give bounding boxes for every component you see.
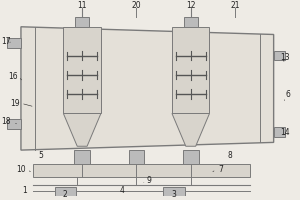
Text: 21: 21 (230, 1, 240, 10)
Bar (183, 150, 199, 164)
Bar (7, 119, 21, 129)
Bar (75, 17, 89, 27)
Text: 19: 19 (10, 99, 20, 108)
Text: 20: 20 (132, 1, 141, 10)
Text: 2: 2 (63, 190, 68, 199)
Polygon shape (21, 27, 274, 150)
Text: 17: 17 (1, 37, 11, 46)
Bar (128, 150, 144, 164)
Bar (274, 127, 286, 137)
Text: 14: 14 (281, 128, 290, 137)
Text: 13: 13 (281, 53, 290, 62)
Bar (74, 150, 90, 164)
Text: 9: 9 (147, 176, 152, 185)
Bar (55, 187, 76, 200)
Text: 5: 5 (38, 151, 43, 160)
Bar (33, 164, 250, 177)
Polygon shape (172, 113, 209, 146)
Text: 18: 18 (2, 117, 11, 126)
Bar (184, 17, 198, 27)
Text: 16: 16 (8, 72, 18, 81)
Text: 1: 1 (22, 186, 27, 195)
Polygon shape (63, 113, 101, 146)
Bar (63, 27, 101, 113)
Bar (7, 38, 21, 48)
Text: 11: 11 (77, 1, 87, 10)
Text: 8: 8 (228, 151, 232, 160)
Text: 3: 3 (172, 190, 176, 199)
Text: 4: 4 (119, 186, 124, 195)
Bar (163, 187, 185, 200)
Bar (274, 51, 286, 60)
Text: 12: 12 (186, 1, 196, 10)
Text: 7: 7 (218, 165, 223, 174)
Text: 10: 10 (16, 165, 26, 174)
Bar (172, 27, 209, 113)
Text: 6: 6 (285, 90, 290, 99)
